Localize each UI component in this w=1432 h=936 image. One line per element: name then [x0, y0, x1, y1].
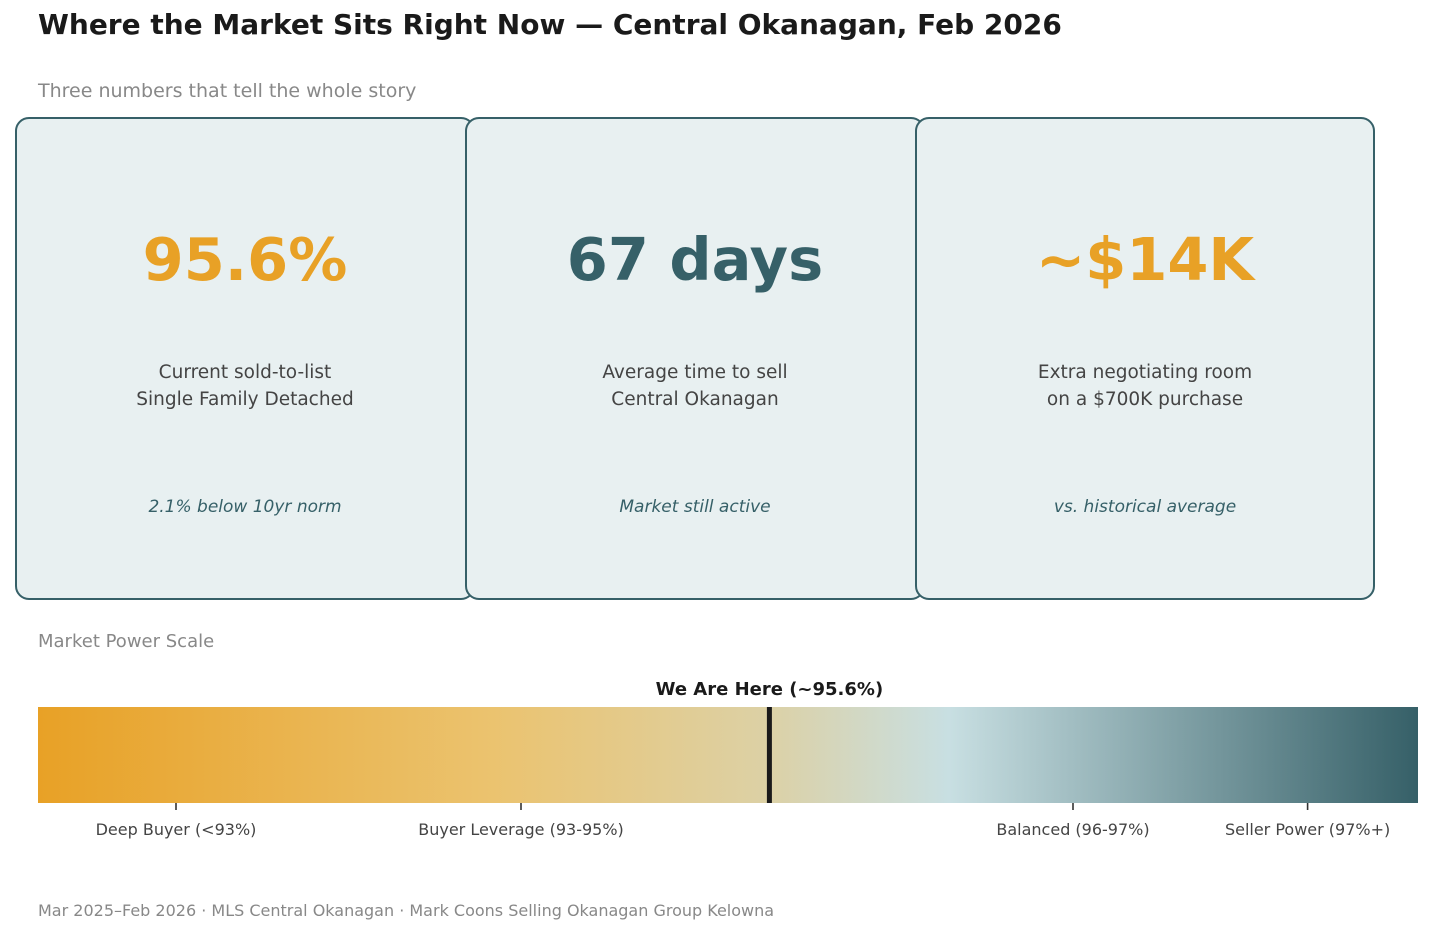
stat-description-line: on a $700K purchase [1046, 389, 1244, 410]
scale-tick-label: Seller Power (97%+) [1225, 820, 1390, 839]
stat-description-line: Single Family Detached [136, 389, 354, 410]
stat-value: ~$14K [1035, 225, 1255, 294]
current-position-label: We Are Here (~95.6%) [656, 679, 884, 700]
scale-tick-label: Deep Buyer (<93%) [96, 820, 257, 839]
page-title: Where the Market Sits Right Now — Centra… [38, 8, 1062, 41]
stat-note: vs. historical average [1053, 497, 1237, 517]
scale-section-label: Market Power Scale [38, 631, 215, 652]
stat-description-line: Central Okanagan [611, 389, 779, 410]
scale-tick-label: Buyer Leverage (93-95%) [418, 820, 624, 839]
stat-note: 2.1% below 10yr norm [148, 497, 342, 517]
stat-card-negotiating-room: ~$14K Extra negotiating room on a $700K … [915, 117, 1375, 600]
scale-tick-label: Balanced (96-97%) [996, 820, 1149, 839]
stat-description-line: Current sold-to-list [158, 362, 332, 383]
stat-description-line: Extra negotiating room [1037, 362, 1253, 383]
scale-gradient-bar [38, 707, 1418, 803]
page-subtitle: Three numbers that tell the whole story [38, 80, 417, 102]
stat-description: Average time to sell Central Okanagan [467, 359, 923, 413]
stat-value: 67 days [566, 225, 824, 294]
stat-description: Current sold-to-list Single Family Detac… [17, 359, 473, 413]
stat-value: 95.6% [142, 225, 348, 294]
stat-description: Extra negotiating room on a $700K purcha… [917, 359, 1373, 413]
stat-card-days-to-sell: 67 days Average time to sell Central Oka… [465, 117, 925, 600]
market-power-scale-chart: Deep Buyer (<93%) Buyer Leverage (93-95%)… [38, 679, 1418, 839]
stat-card-sold-to-list: 95.6% Current sold-to-list Single Family… [15, 117, 475, 600]
stat-description-line: Average time to sell [602, 362, 788, 383]
stat-note: Market still active [619, 497, 771, 517]
source-footer: Mar 2025–Feb 2026 · MLS Central Okanagan… [38, 901, 775, 920]
